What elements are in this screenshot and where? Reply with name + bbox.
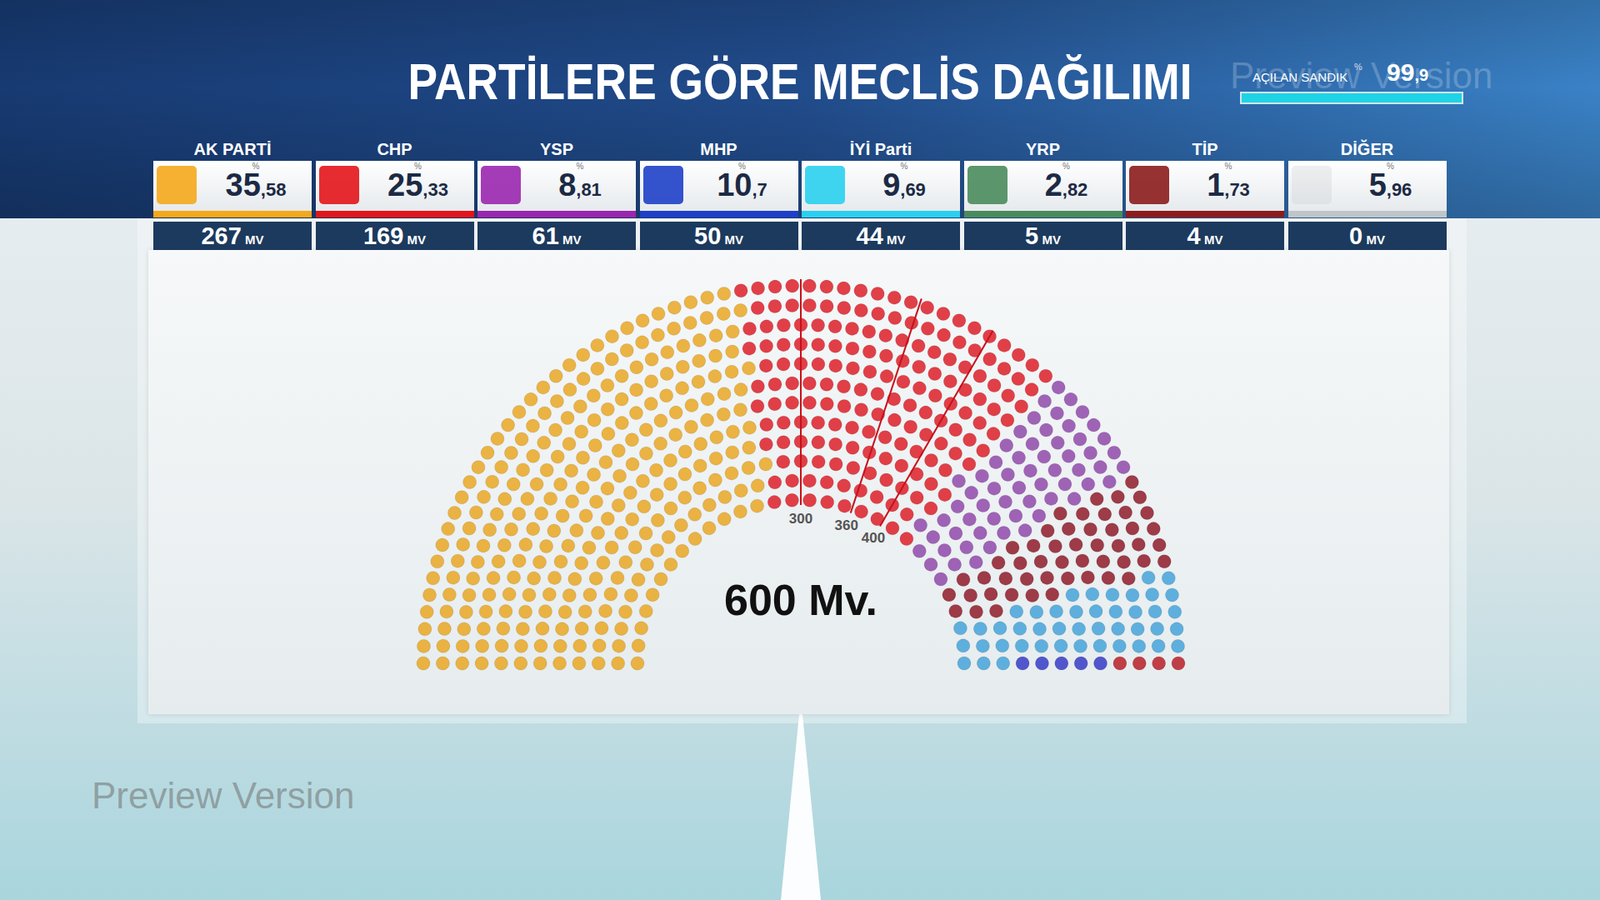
- html-text:Preview Version: Preview Version: [1230, 55, 1493, 96]
- html-text:61MV: 61MV: [532, 222, 582, 250]
- html-text:İYİ Parti: İYİ Parti: [849, 140, 912, 159]
- svg-text:300: 300: [789, 510, 813, 527]
- html-text:44MV: 44MV: [856, 222, 906, 250]
- html-text:99,9: 99,9: [1386, 58, 1429, 86]
- html-text:Preview Version: Preview Version: [91, 775, 355, 816]
- html-text:35,58: 35,58: [225, 167, 287, 203]
- html-text:0MV: 0MV: [1349, 222, 1385, 250]
- html-text:CHP: CHP: [377, 140, 413, 159]
- html-text:DİĞER: DİĞER: [1340, 140, 1394, 159]
- html-text:1,73: 1,73: [1206, 167, 1250, 203]
- html-text:PARTİLERE GÖRE MECLİS DAĞILIMI: PARTİLERE GÖRE MECLİS DAĞILIMI: [407, 52, 1193, 110]
- html-text:YRP: YRP: [1025, 140, 1061, 159]
- html-text:TİP: TİP: [1192, 140, 1218, 159]
- html-text:5,96: 5,96: [1368, 167, 1412, 203]
- svg-text:400: 400: [861, 530, 885, 546]
- html-text:9,69: 9,69: [882, 167, 926, 203]
- html-text:YSP: YSP: [540, 140, 574, 159]
- svg-text:600 Mv.: 600 Mv.: [724, 575, 878, 625]
- html-text:2,82: 2,82: [1044, 167, 1088, 203]
- html-text:10,7: 10,7: [716, 167, 768, 203]
- html-text:MHP: MHP: [700, 140, 738, 159]
- html-text:25,33: 25,33: [387, 167, 449, 203]
- html-text:8,81: 8,81: [558, 167, 602, 203]
- html-text:AK PARTİ: AK PARTİ: [193, 140, 272, 159]
- svg-text:360: 360: [834, 517, 858, 534]
- html-text:267MV: 267MV: [201, 222, 264, 250]
- html-text:AÇILAN SANDIK: AÇILAN SANDIK: [1252, 70, 1348, 85]
- html-text:5MV: 5MV: [1025, 222, 1061, 250]
- html-text:169MV: 169MV: [363, 222, 426, 250]
- html-text:4MV: 4MV: [1187, 222, 1223, 250]
- html-text:50MV: 50MV: [694, 222, 744, 250]
